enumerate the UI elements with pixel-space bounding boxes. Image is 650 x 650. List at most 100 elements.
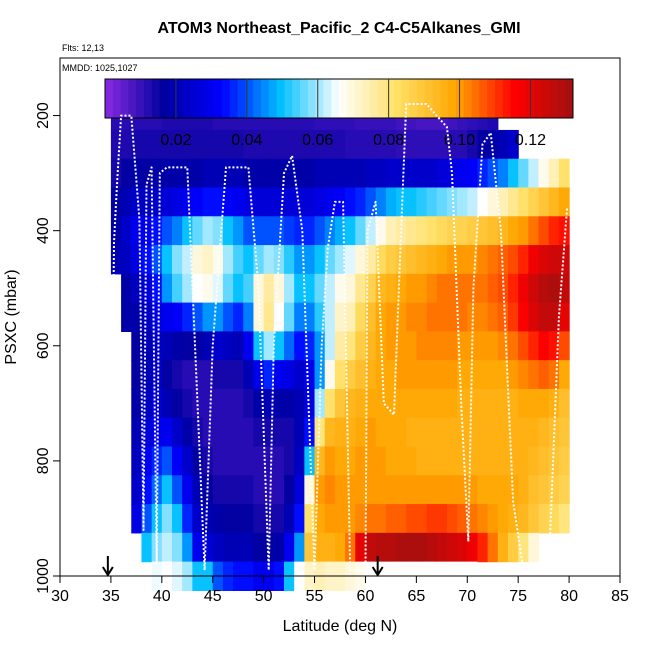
heatmap-cell [172,273,183,304]
heatmap-cell [406,417,417,448]
heatmap-cell [141,129,153,160]
heatmap-cell [202,475,214,505]
colorbar-swatch [112,79,122,118]
heatmap-cell [202,187,214,217]
heatmap-cell [324,331,336,361]
heatmap-cell [355,417,367,448]
heatmap-cell [253,129,265,160]
heatmap-cell [355,475,367,505]
heatmap-cell [528,417,540,448]
colorbar-swatch [198,79,207,118]
heatmap-cell [110,129,122,160]
heatmap-cell [334,388,346,419]
heatmap-cell [141,532,153,563]
heatmap-cell [365,504,377,534]
heatmap-cell [314,532,326,563]
heatmap-cell [477,273,489,304]
heatmap-cell [487,360,499,390]
heatmap-cell [182,273,193,304]
heatmap-cell [304,360,316,390]
heatmap-cell [243,360,255,390]
heatmap-cell [508,216,519,246]
heatmap-cell [446,417,458,448]
heatmap-cell [324,273,336,304]
heatmap-cell [233,158,244,189]
heatmap-cell [497,273,509,304]
heatmap-cell [406,532,417,563]
heatmap-cell [273,532,285,563]
heatmap-cell [396,302,407,332]
heatmap-cell [385,302,397,332]
heatmap-cell [121,302,132,332]
heatmap-cell [294,302,305,332]
heatmap-cell [233,245,244,275]
colorbar-swatch [448,79,457,118]
heatmap-cell [304,245,316,275]
flights-label: Flts: 12,13 [62,43,104,53]
heatmap-cell [222,302,234,332]
colorbar-swatch [385,79,395,118]
heatmap-cell [151,388,163,419]
colorbar-swatch [276,79,285,118]
heatmap-cell [304,302,316,332]
heatmap-cell [212,187,224,217]
heatmap-cell [141,504,153,534]
heatmap-cell [284,158,295,189]
heatmap-cell [233,504,244,534]
heatmap-cell [334,532,346,563]
heatmap-cell [192,331,204,361]
heatmap-cell [497,388,509,419]
heatmap-cell [467,475,479,505]
heatmap-cell [487,504,499,534]
heatmap-cell [548,273,560,304]
heatmap-cell [202,158,214,189]
heatmap-cell [436,158,448,189]
heatmap-cell [202,388,214,419]
heatmap-cell [263,187,275,217]
heatmap-cell [263,360,275,390]
heatmap-cell [558,504,570,534]
heatmap-cell [497,331,509,361]
heatmap-cell [314,504,326,534]
x-tick-label: 65 [407,588,425,605]
heatmap-cell [487,158,499,189]
heatmap-cell [263,245,275,275]
heatmap-cell [314,216,326,246]
heatmap-cell [508,360,519,390]
colorbar-swatch [417,79,426,118]
heatmap-cell [233,475,244,505]
heatmap-cell [161,475,173,505]
heatmap-cell [263,504,275,534]
heatmap-cell [538,446,550,476]
heatmap-cell [304,216,316,246]
heatmap-cell [375,532,387,563]
heatmap-cell [426,129,438,160]
heatmap-cell [182,216,193,246]
heatmap-cell [192,475,204,505]
x-tick-label: 45 [204,588,222,605]
heatmap-cell [497,360,509,390]
heatmap-cell [253,245,265,275]
heatmap-cell [243,446,255,476]
heatmap-cell [426,331,438,361]
heatmap-cell [446,360,458,390]
heatmap-cell [446,273,458,304]
heatmap-cell [151,158,163,189]
heatmap-cell [273,446,285,476]
heatmap-cell [233,417,244,448]
heatmap-cell [334,158,346,189]
heatmap-cell [345,446,356,476]
heatmap-cell [172,475,183,505]
heatmap-cell [151,417,163,448]
heatmap-cell [314,417,326,448]
heatmap-cell [324,245,336,275]
heatmap-cell [345,360,356,390]
heatmap-cell [182,187,193,217]
heatmap-cell [548,475,560,505]
heatmap-cell [202,129,214,160]
heatmap-cell [192,129,204,160]
heatmap-cell [385,245,397,275]
colorbar-swatch [159,79,168,118]
colorbar-swatch [128,79,137,118]
heatmap-cell [406,360,417,390]
